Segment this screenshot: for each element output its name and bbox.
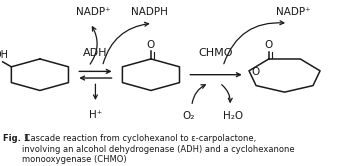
Text: O₂: O₂	[182, 111, 194, 121]
Text: ADH: ADH	[83, 48, 108, 58]
Text: NADPH: NADPH	[131, 7, 168, 17]
Text: H⁺: H⁺	[89, 110, 102, 120]
Text: CHMO: CHMO	[199, 48, 233, 58]
Text: NADP⁺: NADP⁺	[76, 7, 111, 17]
Text: O: O	[265, 40, 273, 50]
Text: NADP⁺: NADP⁺	[276, 7, 311, 17]
Text: O: O	[252, 67, 260, 77]
Text: OH: OH	[0, 50, 8, 60]
Text: H₂O: H₂O	[223, 111, 243, 121]
Text: O: O	[147, 40, 155, 50]
Text: Cascade reaction from cyclohexanol to ε-carpolactone,
involving an alcohol dehyd: Cascade reaction from cyclohexanol to ε-…	[22, 134, 295, 164]
Text: Fig. 1: Fig. 1	[3, 134, 30, 143]
